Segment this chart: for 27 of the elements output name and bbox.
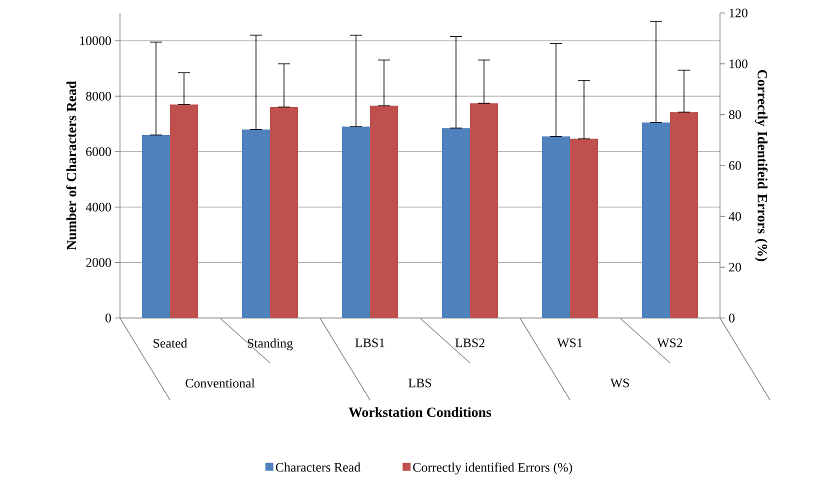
y2-tick-label: 0: [729, 314, 735, 322]
x-tick-label: WS2: [657, 338, 682, 348]
x-tick-label: Seated: [154, 338, 188, 348]
y2-tick-label: 40: [728, 212, 741, 221]
x-tick-label: Standing: [248, 338, 293, 350]
y-tick-label: 8000: [86, 92, 111, 101]
text: Conventional: [186, 378, 255, 388]
y2-tick-label: 120: [730, 8, 748, 18]
legend-label: Correctly identified Errors (%): [413, 462, 572, 474]
y2-tick-label: 60: [729, 161, 741, 170]
text: WS: [610, 378, 629, 388]
y2-tick-label: 80: [729, 110, 741, 120]
y-tick-label: 6000: [86, 147, 111, 156]
y2-axis-title: Correctly Identifeid Errors (%): [754, 70, 768, 262]
y-tick-label: 0: [106, 314, 111, 322]
y-tick-label: 4000: [86, 202, 111, 212]
text: LBS: [408, 378, 432, 388]
x-tick-label: LBS2: [455, 338, 484, 348]
y-tick-label: 2000: [86, 258, 111, 267]
legend-label: Characters Read: [276, 462, 360, 472]
x-tick-label: WS1: [557, 338, 582, 348]
y-tick-label: 10000: [80, 36, 111, 46]
y2-tick-label: 20: [729, 262, 741, 272]
y-axis-title: Number of Characters Read: [66, 81, 76, 250]
x-tick-label: LBS1: [355, 338, 384, 348]
x-axis-title: Workstation Conditions: [348, 407, 492, 418]
y2-tick-label: 100: [730, 59, 748, 68]
